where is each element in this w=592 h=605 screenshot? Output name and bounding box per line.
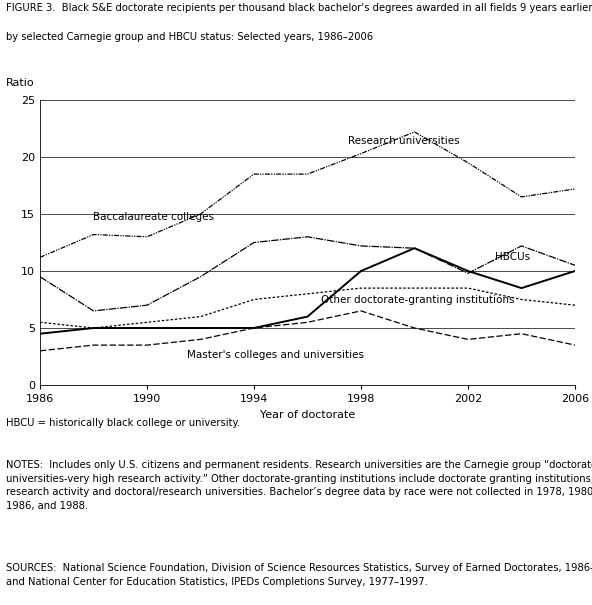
Text: HBCUs: HBCUs [495, 252, 530, 262]
Text: HBCU = historically black college or university.: HBCU = historically black college or uni… [6, 418, 240, 428]
Text: SOURCES:  National Science Foundation, Division of Science Resources Statistics,: SOURCES: National Science Foundation, Di… [6, 563, 592, 587]
Text: FIGURE 3.  Black S&E doctorate recipients per thousand black bachelor's degrees : FIGURE 3. Black S&E doctorate recipients… [6, 3, 592, 13]
X-axis label: Year of doctorate: Year of doctorate [260, 410, 355, 420]
Text: by selected Carnegie group and HBCU status: Selected years, 1986–2006: by selected Carnegie group and HBCU stat… [6, 32, 373, 42]
Text: Baccalaureate colleges: Baccalaureate colleges [94, 212, 214, 222]
Text: Research universities: Research universities [348, 136, 459, 146]
Text: Master's colleges and universities: Master's colleges and universities [187, 350, 364, 360]
Text: Other doctorate-granting institutions: Other doctorate-granting institutions [321, 295, 514, 305]
Text: NOTES:  Includes only U.S. citizens and permanent residents. Research universiti: NOTES: Includes only U.S. citizens and p… [6, 460, 592, 511]
Text: Ratio: Ratio [6, 77, 34, 88]
